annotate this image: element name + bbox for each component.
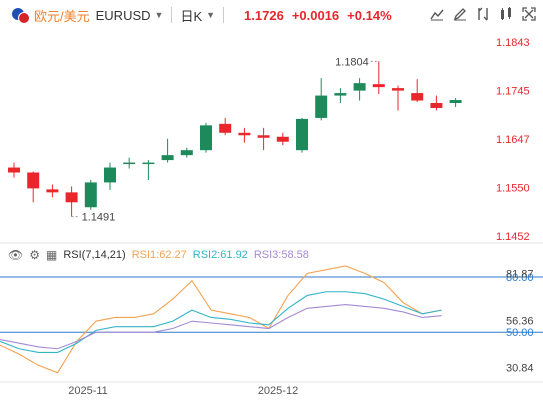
pencil-icon[interactable] — [452, 6, 468, 22]
candle-body — [219, 123, 232, 133]
candle-body — [276, 136, 289, 142]
eur-usd-flag-icon — [12, 8, 30, 24]
symbol-dropdown-icon[interactable]: ▼ — [154, 10, 164, 20]
low-annotation: 1.1491 — [82, 212, 116, 224]
grid-icon[interactable]: ▦ — [46, 248, 58, 262]
pair-code[interactable]: EURUSD — [95, 7, 151, 23]
candle-body — [296, 118, 308, 151]
divider — [223, 7, 225, 23]
price-chart[interactable]: 1.1843 1.1745 1.1647 1.1550 1.1452 1.1804 1.14… — [0, 30, 543, 401]
rsi-legend: 👁 ⚙ ▦ RSI(7,14,21) RSI1:62.27 RSI2:61.92… — [8, 247, 309, 263]
candle-body — [411, 93, 424, 101]
indicator-icon[interactable] — [475, 6, 491, 22]
rsi-axis-label: 81.87 — [506, 269, 534, 281]
candle-body — [392, 88, 404, 91]
rsi-axis-label: 30.84 — [506, 362, 534, 374]
rsi3-value: RSI3:58.58 — [253, 249, 309, 261]
candle-body — [46, 189, 59, 193]
price-axis-label: 1.1647 — [496, 134, 530, 146]
last-price: 1.1726 — [244, 7, 284, 23]
x-tick-label: 2025-11 — [68, 385, 108, 397]
candle-body — [334, 93, 347, 96]
rsi1-value: RSI1:62.27 — [131, 249, 187, 261]
rsi3-line — [0, 304, 442, 350]
divider — [171, 7, 173, 23]
candle-body — [430, 103, 443, 108]
eye-icon[interactable]: 👁 — [8, 248, 24, 262]
candle-body — [257, 135, 270, 138]
line-chart-icon[interactable] — [429, 6, 445, 22]
candle-body — [104, 167, 116, 183]
candle-body — [372, 84, 385, 88]
compare-icon[interactable] — [498, 6, 514, 22]
candle-body — [161, 155, 174, 161]
x-tick-label: 2025-12 — [258, 385, 298, 397]
rsi2-line — [0, 291, 442, 353]
chart-tools — [429, 6, 537, 22]
candle-body — [27, 172, 40, 189]
rsi1-line — [0, 265, 442, 374]
candle-body — [65, 192, 78, 203]
candle-body — [123, 162, 136, 165]
symbol-toolbar: 欧元/美元 EURUSD ▼ 日K ▼ 1.1726 +0.0016 +0.14… — [0, 0, 543, 30]
price-axis-label: 1.1452 — [496, 231, 530, 243]
rsi-label: RSI(7,14,21) — [63, 249, 126, 261]
rsi2-value: RSI2:61.92 — [192, 249, 248, 261]
rsi-axis-label: 50.00 — [506, 327, 534, 339]
price-axis-label: 1.1745 — [496, 86, 530, 98]
candle-body — [200, 125, 212, 151]
fullscreen-icon[interactable] — [521, 6, 537, 22]
pair-name[interactable]: 欧元/美元 — [34, 8, 90, 24]
price-axis-label: 1.1550 — [496, 182, 530, 194]
period-dropdown-icon[interactable]: ▼ — [206, 10, 216, 20]
period-selector[interactable]: 日K — [180, 8, 203, 24]
rsi-axis-label: 56.36 — [506, 315, 534, 327]
candle-body — [8, 167, 20, 173]
candle-body — [238, 132, 251, 136]
candle-body — [142, 162, 155, 165]
candle-body — [449, 100, 462, 104]
high-annotation: 1.1804 — [335, 56, 369, 68]
price-change: +0.0016 — [291, 7, 340, 23]
candle-body — [353, 83, 366, 91]
candle-body — [84, 182, 97, 208]
candle-body — [180, 150, 193, 156]
gear-icon[interactable]: ⚙ — [29, 248, 40, 262]
price-change-percent: +0.14% — [347, 7, 392, 23]
price-axis-label: 1.1843 — [496, 37, 530, 49]
candle-body — [315, 95, 328, 118]
rsi-axis-label: 80.00 — [506, 272, 534, 284]
